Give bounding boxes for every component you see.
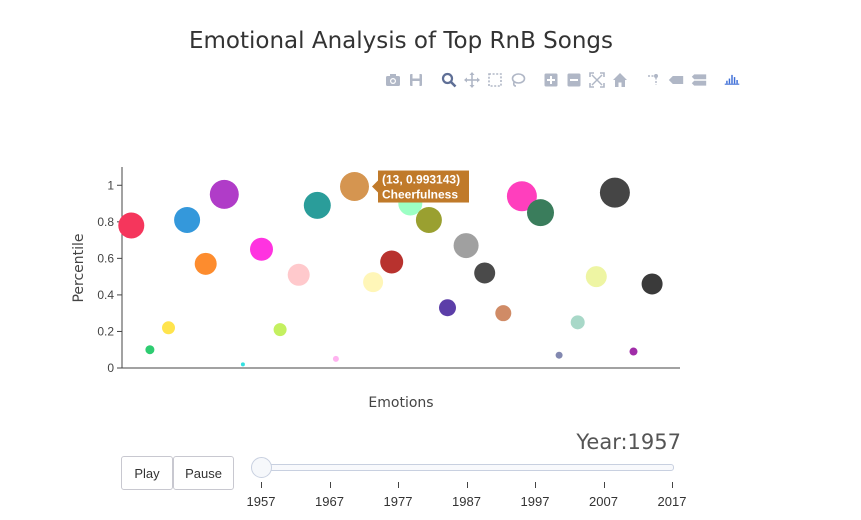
data-point[interactable] [332,355,339,362]
data-point[interactable] [641,273,663,295]
data-point[interactable] [118,212,145,239]
data-point[interactable] [474,262,496,284]
y-tick-label: 0.8 [97,215,114,229]
box-select-icon[interactable] [485,71,504,89]
y-tick-label: 0.4 [97,288,114,302]
tooltip-pointer [372,180,378,193]
data-point[interactable] [570,315,585,330]
y-tick-label: 1 [107,178,114,192]
data-point[interactable] [250,237,273,261]
save-icon[interactable] [406,71,425,89]
zoom-in-icon[interactable] [541,71,560,89]
data-point[interactable] [287,263,310,286]
data-point[interactable] [495,305,512,322]
data-point[interactable] [340,172,369,202]
plotly-logo-icon[interactable] [722,71,741,89]
data-point[interactable] [585,266,607,288]
data-point[interactable] [363,272,384,293]
data-point[interactable] [380,250,404,274]
data-point[interactable] [506,181,537,212]
play-button[interactable]: Play [121,456,173,490]
year-slider-handle[interactable] [251,457,272,478]
chart-title: Emotional Analysis of Top RnB Songs [188,28,614,54]
hover-compare-icon[interactable] [689,71,708,89]
hover-tooltip: (13, 0.993143)Cheerfulness [372,170,469,203]
zoom-icon[interactable] [439,71,458,89]
data-point[interactable] [145,345,155,355]
tooltip-box [378,170,469,203]
spike-lines-icon[interactable] [643,71,662,89]
data-point[interactable] [415,206,442,233]
hover-closest-icon[interactable] [666,71,685,89]
pan-icon[interactable] [462,71,481,89]
data-point[interactable] [599,177,630,208]
data-point[interactable] [629,347,638,356]
zoom-out-icon[interactable] [564,71,583,89]
tooltip-value: (13, 0.993143) [382,173,460,187]
reset-axes-icon[interactable] [610,71,629,89]
modebar [383,70,745,90]
data-point[interactable] [174,206,201,233]
camera-icon[interactable] [383,71,402,89]
data-point[interactable] [240,362,245,367]
x-axis-label: Emotions [368,395,433,411]
data-point[interactable] [555,351,563,359]
lasso-icon[interactable] [508,71,527,89]
data-point[interactable] [303,191,331,219]
data-point[interactable] [273,323,287,337]
y-axis-label: Percentile [71,233,87,302]
data-point[interactable] [439,299,456,317]
autoscale-icon[interactable] [587,71,606,89]
data-point[interactable] [453,233,479,259]
data-point[interactable] [209,179,239,209]
axes: 0 0.2 0.4 0.6 0.8 1 [97,167,680,375]
data-point[interactable] [162,321,175,335]
tooltip-label: Cheerfulness [382,188,458,202]
y-tick-label: 0 [107,361,114,375]
pause-button[interactable]: Pause [173,456,234,490]
y-tick-label: 0.2 [97,324,114,338]
data-point[interactable] [527,199,554,227]
y-tick-label: 0.6 [97,251,114,265]
year-slider-rail[interactable] [258,464,674,471]
data-point[interactable] [194,252,217,275]
